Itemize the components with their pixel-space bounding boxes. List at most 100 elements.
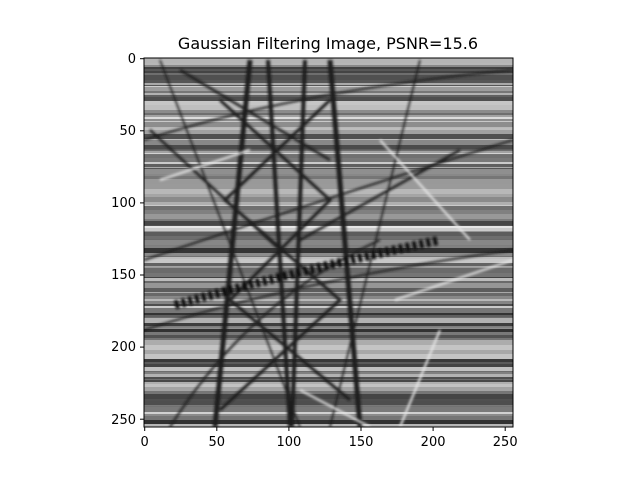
stripe — [144, 278, 513, 281]
stripe — [144, 424, 513, 427]
y-tick-label: 0 — [128, 52, 136, 67]
stripe — [144, 206, 513, 210]
stripe — [144, 328, 513, 329]
stripe — [144, 210, 513, 214]
stripe — [144, 263, 513, 266]
stripe — [144, 245, 513, 246]
stripe — [144, 236, 513, 239]
stripe — [144, 329, 513, 332]
stripe — [144, 80, 513, 83]
stripe — [144, 283, 513, 288]
stripe — [144, 377, 513, 379]
stripe — [144, 225, 513, 226]
stripe — [144, 292, 513, 293]
stripe — [144, 231, 513, 232]
y-axis: 0 50 100 150 200 250 — [111, 52, 144, 428]
stripe — [144, 75, 513, 80]
stripe — [144, 412, 513, 414]
y-tick-label: 50 — [119, 124, 136, 139]
tower-structure — [144, 59, 513, 427]
stripe — [144, 296, 513, 299]
stripe — [144, 167, 513, 168]
stripe — [144, 379, 513, 380]
stripe — [144, 117, 513, 119]
stripe — [144, 389, 513, 391]
stripe — [144, 130, 513, 134]
stripe — [144, 359, 513, 362]
stripe — [144, 326, 513, 327]
stripe — [144, 145, 513, 149]
stripe — [144, 364, 513, 367]
stripe — [144, 95, 513, 97]
stripe — [144, 354, 513, 359]
stripe — [144, 140, 513, 145]
plot-title: Gaussian Filtering Image, PSNR=15.6 — [178, 34, 478, 53]
stripe — [144, 399, 513, 401]
stripe — [144, 184, 513, 189]
stripe — [144, 315, 513, 317]
y-tick-label: 150 — [111, 268, 136, 283]
stripe — [144, 232, 513, 236]
stripe — [144, 248, 513, 253]
stripe — [144, 219, 513, 221]
stripe — [144, 174, 513, 176]
stripe — [144, 340, 513, 345]
stripe — [144, 150, 513, 151]
stripe — [144, 113, 513, 115]
grayscale-power-tower-image — [144, 58, 513, 427]
stripe — [144, 374, 513, 377]
stripe — [144, 345, 513, 350]
stripe — [144, 327, 513, 328]
x-tick-label: 250 — [493, 435, 518, 450]
stripe — [144, 91, 513, 93]
stripe — [144, 214, 513, 219]
stripe — [144, 273, 513, 277]
axes-frame — [143, 57, 514, 428]
x-tick-label: 50 — [209, 435, 226, 450]
stripe — [144, 257, 513, 259]
stripe — [144, 372, 513, 374]
stripe — [144, 194, 513, 197]
stripe — [144, 318, 513, 323]
stripe — [144, 391, 513, 394]
stripe — [144, 338, 513, 340]
stripe — [144, 139, 513, 140]
stripe — [144, 205, 513, 206]
stripe — [144, 85, 513, 86]
stripe — [144, 122, 513, 127]
stripe — [144, 384, 513, 387]
x-tick-label: 0 — [141, 435, 149, 450]
stripe — [144, 246, 513, 248]
stripe — [144, 259, 513, 263]
stripe — [144, 83, 513, 85]
x-tick-label: 100 — [276, 435, 301, 450]
stripe — [144, 239, 513, 240]
stripe — [144, 362, 513, 364]
y-tick-label: 100 — [111, 196, 136, 211]
stripe — [144, 121, 513, 122]
stripe — [144, 394, 513, 399]
stripe — [144, 406, 513, 407]
stripe — [144, 313, 513, 315]
stripe — [144, 367, 513, 371]
stripe — [144, 306, 513, 308]
stripe — [144, 115, 513, 117]
y-tick-label: 250 — [111, 413, 136, 428]
stripe — [144, 304, 513, 306]
stripe — [144, 335, 513, 338]
stripe — [144, 253, 513, 256]
stripe — [144, 371, 513, 372]
stripe — [144, 228, 513, 231]
stripe — [144, 323, 513, 326]
stripe — [144, 293, 513, 296]
stripe — [144, 169, 513, 174]
stripe — [144, 301, 513, 304]
scanline-stripes — [144, 58, 513, 427]
stripe — [144, 332, 513, 335]
light-cables — [159, 139, 513, 427]
stripe — [144, 97, 513, 101]
stripe — [144, 414, 513, 416]
stripe — [144, 119, 513, 121]
stripe — [144, 151, 513, 153]
